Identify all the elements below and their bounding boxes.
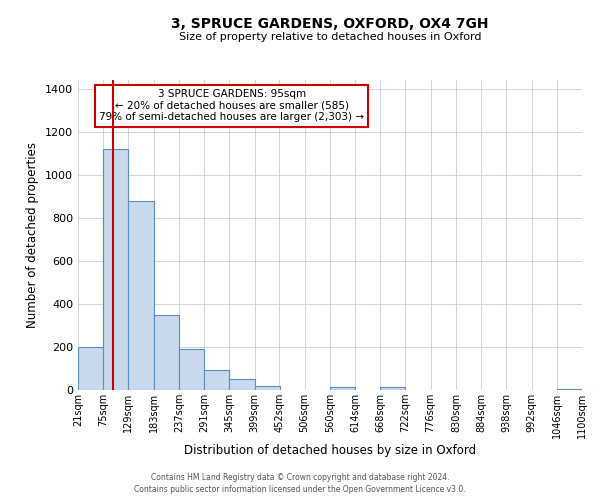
Bar [154,314,179,390]
Bar [204,370,229,390]
Bar [557,389,582,390]
Bar [229,379,254,390]
Bar [380,387,406,390]
Bar [179,349,204,390]
Text: 3 SPRUCE GARDENS: 95sqm
← 20% of detached houses are smaller (585)
79% of semi-d: 3 SPRUCE GARDENS: 95sqm ← 20% of detache… [99,90,364,122]
Y-axis label: Number of detached properties: Number of detached properties [26,142,40,328]
Bar [78,347,103,390]
Text: Contains public sector information licensed under the Open Government Licence v3: Contains public sector information licen… [134,485,466,494]
Bar [330,387,355,390]
Text: 3, SPRUCE GARDENS, OXFORD, OX4 7GH: 3, SPRUCE GARDENS, OXFORD, OX4 7GH [171,18,489,32]
Text: Size of property relative to detached houses in Oxford: Size of property relative to detached ho… [179,32,481,42]
Bar [128,200,154,390]
Text: Contains HM Land Registry data © Crown copyright and database right 2024.: Contains HM Land Registry data © Crown c… [151,472,449,482]
X-axis label: Distribution of detached houses by size in Oxford: Distribution of detached houses by size … [184,444,476,456]
Bar [103,149,128,390]
Bar [254,386,280,390]
